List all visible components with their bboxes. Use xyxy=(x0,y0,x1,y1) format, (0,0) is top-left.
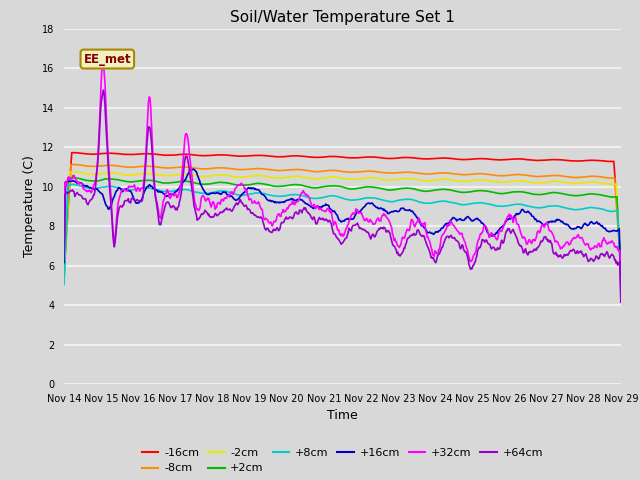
Title: Soil/Water Temperature Set 1: Soil/Water Temperature Set 1 xyxy=(230,10,455,25)
Y-axis label: Temperature (C): Temperature (C) xyxy=(23,156,36,257)
X-axis label: Time: Time xyxy=(327,409,358,422)
Text: EE_met: EE_met xyxy=(83,52,131,66)
Legend: -16cm, -8cm, -2cm, +2cm, +8cm, +16cm, +32cm, +64cm: -16cm, -8cm, -2cm, +2cm, +8cm, +16cm, +3… xyxy=(138,444,547,478)
